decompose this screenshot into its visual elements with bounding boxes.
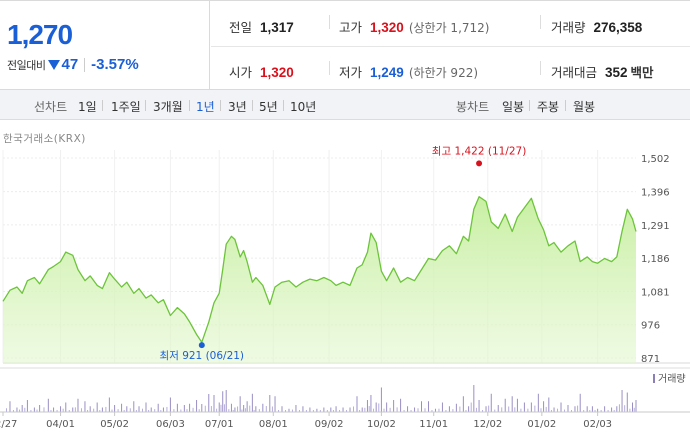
x-tick-label: 10/02 — [367, 419, 396, 430]
y-tick-label: 1,081 — [641, 287, 670, 298]
x-tick-label: 02/03 — [583, 419, 612, 430]
tab-3y[interactable]: 3년 — [228, 100, 247, 114]
volume-legend-label: 거래량 — [658, 373, 686, 385]
x-tick-label: 04/01 — [46, 419, 75, 430]
change-label: 전일대비 — [7, 58, 46, 72]
change-value: 47 — [61, 56, 79, 73]
stock-summary: 1,270 전일대비 47 -3.57% 전일 1,317 고가 1,320 (… — [0, 0, 690, 90]
price-box: 1,270 전일대비 47 -3.57% — [0, 1, 210, 90]
x-tick-label: 06/03 — [156, 419, 185, 430]
x-tick-label: 12/02 — [473, 419, 502, 430]
y-tick-label: 1,502 — [641, 154, 670, 165]
change-row: 전일대비 47 -3.57% — [7, 56, 139, 73]
tab-1w[interactable]: 1주일 — [111, 100, 141, 114]
tab-monthly[interactable]: 월봉 — [573, 100, 596, 114]
x-tick-label: 09/02 — [315, 419, 344, 430]
stat-volume: 거래량 276,358 — [551, 17, 642, 36]
stat-divider — [329, 61, 330, 75]
max-marker — [476, 160, 483, 167]
stat-prev-close: 전일 1,317 — [229, 17, 294, 36]
volume-legend-swatch — [653, 374, 655, 383]
tab-1y[interactable]: 1년 — [196, 100, 215, 114]
tab-divider — [252, 100, 253, 111]
stat-low: 저가 1,249 (하한가 922) — [339, 62, 478, 81]
chart-tab-bar: 선차트 1일 1주일 3개월 1년 3년 5년 10년 봉차트 일봉 주봉 월봉 — [0, 90, 690, 120]
tab-divider — [145, 100, 146, 111]
upper-limit: (상한가 1,712) — [408, 21, 490, 35]
change-percent: -3.57% — [91, 56, 139, 73]
tab-divider — [102, 100, 103, 111]
down-triangle-icon — [48, 59, 61, 70]
volume-value: 276,358 — [593, 20, 643, 35]
y-tick-label: 871 — [641, 354, 660, 365]
stat-high: 고가 1,320 (상한가 1,712) — [339, 17, 489, 36]
tab-divider — [565, 100, 566, 111]
y-tick-label: 1,291 — [641, 221, 670, 232]
low-label: 저가 — [339, 65, 363, 80]
max-label: 최고 1,422 (11/27) — [432, 145, 527, 157]
price-line — [2, 196, 637, 343]
amount-label: 거래대금 — [551, 65, 598, 80]
stat-open: 시가 1,320 — [229, 62, 294, 81]
open-label: 시가 — [229, 65, 253, 80]
min-marker — [198, 342, 205, 349]
change-divider — [84, 57, 86, 72]
summary-row-divider — [211, 46, 690, 47]
amount-value: 352 — [605, 65, 628, 80]
stat-divider — [540, 15, 541, 29]
tab-10y[interactable]: 10년 — [290, 100, 317, 114]
high-label: 고가 — [339, 20, 363, 35]
tab-weekly[interactable]: 주봉 — [537, 100, 560, 114]
y-tick-label: 1,186 — [641, 254, 670, 265]
tab-1d[interactable]: 1일 — [78, 100, 97, 114]
stat-amount: 거래대금 352 백만 — [551, 62, 654, 81]
tab-divider — [283, 100, 284, 111]
current-price: 1,270 — [7, 19, 73, 50]
lower-limit: (하한가 922) — [408, 66, 479, 80]
high-value: 1,320 — [370, 20, 404, 35]
tab-5y[interactable]: 5년 — [259, 100, 278, 114]
candle-chart-label: 봉차트 — [456, 100, 490, 114]
volume-label: 거래량 — [551, 20, 586, 35]
amount-unit: 백만 — [630, 65, 654, 80]
x-tick-label: 08/01 — [259, 419, 288, 430]
x-tick-label: 01/02 — [527, 419, 556, 430]
tab-daily[interactable]: 일봉 — [502, 100, 525, 114]
stat-divider — [329, 15, 330, 29]
y-tick-label: 976 — [641, 321, 660, 332]
x-tick-label: 11/01 — [419, 419, 448, 430]
open-value: 1,320 — [260, 65, 294, 80]
tab-divider — [220, 100, 221, 111]
tab-divider — [189, 100, 190, 111]
stat-divider — [540, 61, 541, 75]
prev-close-label: 전일 — [229, 20, 253, 35]
data-source-label: 한국거래소(KRX) — [3, 133, 86, 145]
low-value: 1,249 — [370, 65, 404, 80]
line-chart-label: 선차트 — [34, 100, 68, 114]
y-tick-label: 1,396 — [641, 188, 670, 199]
prev-close-value: 1,317 — [260, 20, 294, 35]
x-tick-label: 07/01 — [205, 419, 234, 430]
min-label: 최저 921 (06/21) — [160, 350, 245, 362]
x-tick-label: 05/02 — [100, 419, 129, 430]
price-chart: 871 976 1,081 1,186 1,291 1,396 1,502 최고 1,422 … — [0, 145, 690, 430]
x-tick-label: 02/27 — [0, 419, 17, 430]
tab-3m[interactable]: 3개월 — [153, 100, 183, 114]
tab-divider — [529, 100, 530, 111]
